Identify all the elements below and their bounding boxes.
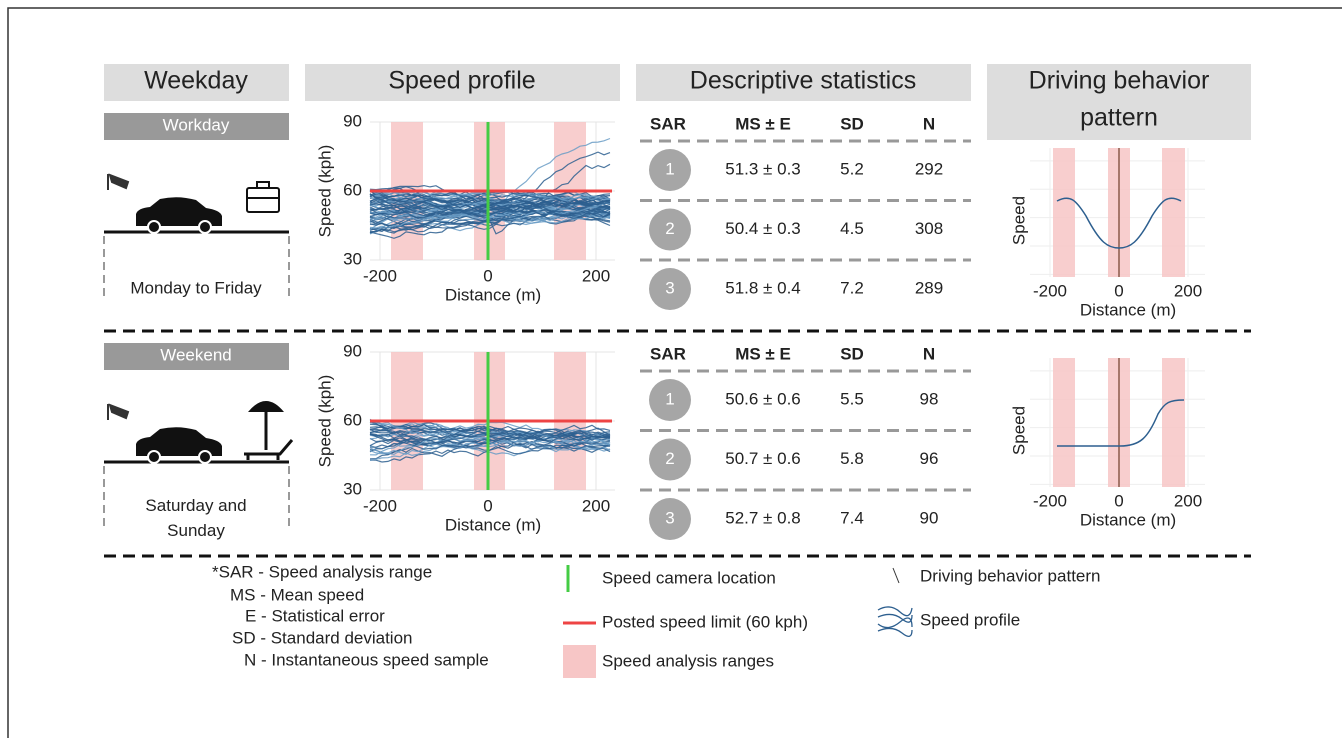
x-axis-label: Distance (m) [1080,300,1176,319]
days: Sunday [167,521,225,540]
x-tick-label: 200 [1174,491,1202,510]
table-cell: 90 [920,508,939,527]
table-header: MS ± E [735,114,791,133]
sar-number: 3 [665,278,674,297]
legend-text: Driving behavior pattern [920,566,1100,585]
table-header: N [923,344,935,363]
legend-range-swatch [563,645,596,678]
wheel [148,221,160,233]
legend-text: Posted speed limit (60 kph) [602,612,808,631]
analysis-range [1162,358,1185,487]
legend-text: E - Statistical error [245,606,385,625]
x-tick-label: 0 [483,496,492,515]
day-type: Weekend [160,345,232,364]
y-tick-label: 60 [343,180,362,199]
table-cell: 96 [920,449,939,468]
x-tick-label: -200 [1033,491,1067,510]
sar-number: 2 [665,219,674,238]
y-axis-label: Speed (kph) [315,145,334,238]
days: Monday to Friday [130,278,262,297]
header: pattern [1080,104,1158,132]
legend-text: Speed camera location [602,568,776,587]
table-header: SD [840,114,864,133]
x-tick-label: 0 [483,266,492,285]
table-cell: 50.4 ± 0.3 [725,219,801,238]
legend-text: Speed analysis ranges [602,651,774,670]
table-cell: 7.2 [840,278,864,297]
legend-text: MS - Mean speed [230,585,364,604]
table-cell: 308 [915,219,943,238]
x-tick-label: -200 [363,496,397,515]
header: Descriptive statistics [690,67,916,95]
analysis-range [1053,148,1075,277]
x-tick-label: 0 [1114,281,1123,300]
x-tick-label: -200 [1033,281,1067,300]
table-cell: 50.6 ± 0.6 [725,389,801,408]
table-cell: 50.7 ± 0.6 [725,449,801,468]
table-cell: 289 [915,278,943,297]
table-cell: 4.5 [840,219,864,238]
table-cell: 98 [920,389,939,408]
sar-number: 1 [665,389,674,408]
y-tick-label: 90 [343,341,362,360]
x-axis-label: Distance (m) [445,515,541,534]
x-tick-label: 0 [1114,491,1123,510]
y-axis-label: Speed (kph) [315,375,334,468]
header: Weekday [144,67,248,95]
header: Driving behavior [1029,67,1210,95]
y-tick-label: 60 [343,410,362,429]
figure: Weekday Speed profile Descriptive statis… [0,0,1342,738]
table-header: N [923,114,935,133]
x-tick-label: -200 [363,266,397,285]
x-axis-label: Distance (m) [445,285,541,304]
x-tick-label: 200 [1174,281,1202,300]
legend-text: Speed profile [920,610,1020,629]
y-tick-label: 30 [343,479,362,498]
table-cell: 51.8 ± 0.4 [725,278,801,297]
analysis-range [1162,148,1185,277]
table-cell: 52.7 ± 0.8 [725,508,801,527]
sar-number: 2 [665,449,674,468]
days: Saturday and [145,496,246,515]
wheel [199,451,211,463]
y-axis-label: Speed [1009,406,1028,455]
table-cell: 5.8 [840,449,864,468]
wheel [199,221,211,233]
table-header: MS ± E [735,344,791,363]
table-header: SAR [650,114,686,133]
x-tick-label: 200 [582,496,610,515]
wheel [148,451,160,463]
analysis-range [1053,358,1075,487]
table-cell: 51.3 ± 0.3 [725,159,801,178]
legend-text: SD - Standard deviation [232,628,413,647]
table-header: SD [840,344,864,363]
x-axis-label: Distance (m) [1080,510,1176,529]
y-axis-label: Speed [1009,196,1028,245]
legend-text: *SAR - Speed analysis range [212,562,432,581]
sar-number: 1 [665,159,674,178]
y-tick-label: 90 [343,111,362,130]
table-cell: 5.2 [840,159,864,178]
y-tick-label: 30 [343,249,362,268]
header: Speed profile [388,67,535,95]
day-type: Workday [163,115,230,134]
legend-text: N - Instantaneous speed sample [244,650,489,669]
sar-number: 3 [665,508,674,527]
table-cell: 5.5 [840,389,864,408]
table-cell: 7.4 [840,508,864,527]
table-header: SAR [650,344,686,363]
table-cell: 292 [915,159,943,178]
x-tick-label: 200 [582,266,610,285]
